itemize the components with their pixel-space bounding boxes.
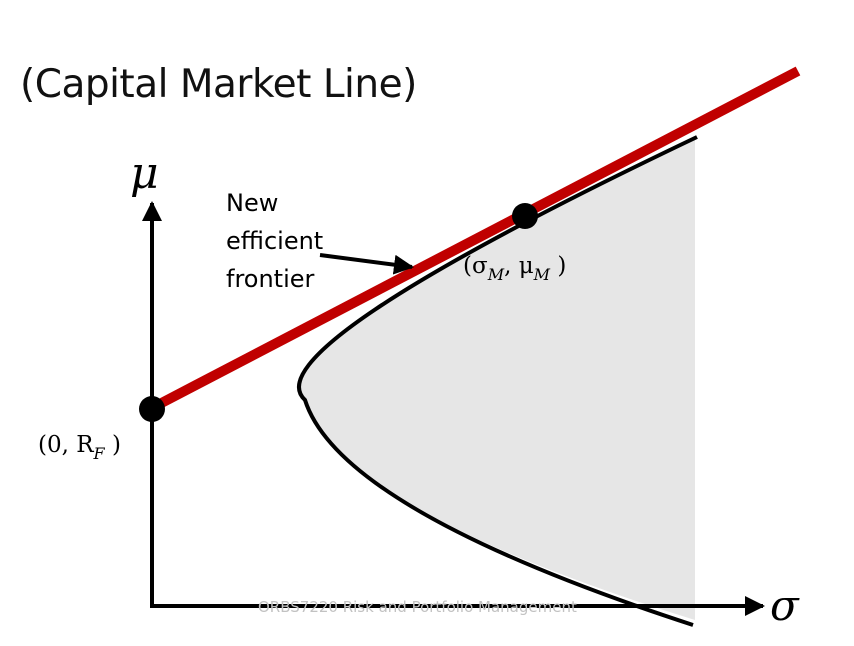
annotation-line-2: efficient [226,227,323,255]
annotation-line-3: frontier [226,265,315,293]
slide-footer: ORBS7220 Risk and Portfolio Management [258,598,577,616]
annotation-arrow [319,253,414,275]
market-portfolio-point [512,203,538,229]
y-axis-label: μ [130,148,159,199]
frontier-curve [297,135,698,627]
feasible-region [298,137,695,620]
capital-market-line [147,66,801,414]
market-label-sub2: M [533,265,551,284]
risk-free-point-label: (0, RF ) [38,432,121,463]
risk-free-point [139,396,165,422]
market-point-label: (σM, μM ) [463,253,566,284]
risk-free-label-subscript: F [93,444,106,463]
market-label-prefix: (σ [463,253,488,279]
annotation-line-1: New [226,189,278,217]
market-label-middle: , μ [504,253,534,279]
market-label-suffix: ) [550,253,566,279]
slide-title: (Capital Market Line) [20,62,417,107]
risk-free-label-suffix: ) [105,432,121,458]
risk-free-label-prefix: (0, R [38,432,94,458]
market-label-sub1: M [487,265,505,284]
x-axis-label: σ [770,581,800,630]
